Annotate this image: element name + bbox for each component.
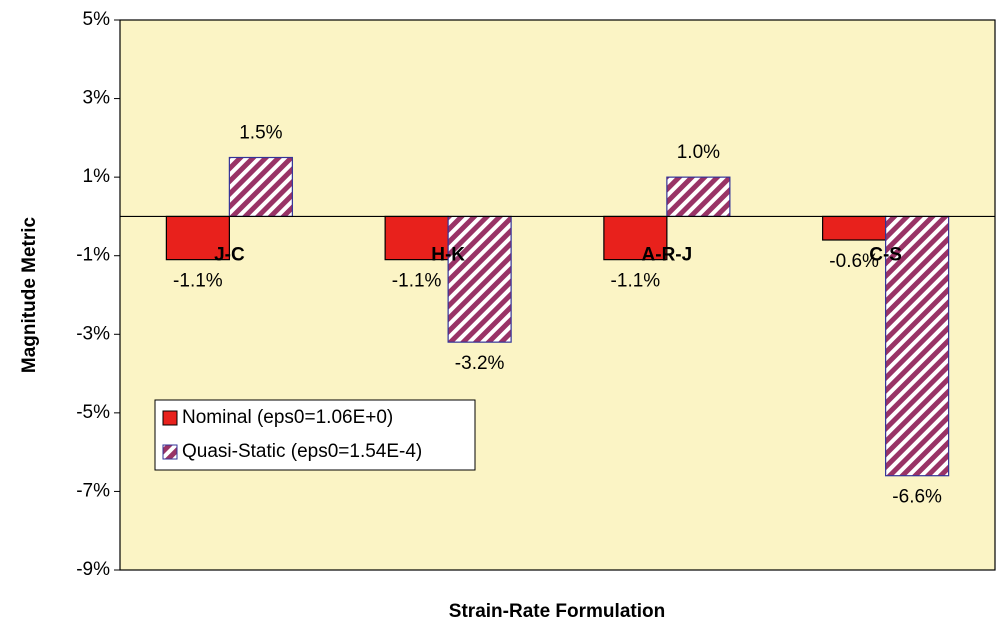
- data-label: -3.2%: [455, 353, 505, 374]
- category-label: C-S: [869, 245, 902, 266]
- bar: [822, 215, 887, 241]
- legend-swatch: [162, 444, 178, 460]
- legend: [154, 399, 476, 471]
- legend-label: Nominal (eps0=1.06E+0): [182, 407, 393, 428]
- bar: [228, 156, 293, 218]
- data-label: 1.0%: [677, 142, 720, 163]
- category-label: J-C: [214, 245, 245, 266]
- bar: [666, 176, 731, 218]
- data-label: -6.6%: [892, 487, 942, 508]
- data-label: -0.6%: [829, 251, 879, 272]
- bar: [885, 215, 950, 477]
- legend-swatch: [162, 410, 178, 426]
- bar: [165, 215, 230, 261]
- legend-label: Quasi-Static (eps0=1.54E-4): [182, 441, 422, 462]
- y-tick-label: -5%: [76, 402, 110, 423]
- data-label: -1.1%: [173, 271, 223, 292]
- bar: [447, 215, 512, 343]
- y-tick-label: 1%: [83, 166, 111, 187]
- y-tick-label: 5%: [83, 9, 111, 30]
- y-tick-label: -9%: [76, 559, 110, 580]
- data-label: 1.5%: [239, 123, 282, 144]
- y-tick-label: 3%: [83, 88, 111, 109]
- x-axis-label: Strain-Rate Formulation: [449, 601, 665, 622]
- category-label: H-K: [431, 245, 465, 266]
- category-label: A-R-J: [642, 245, 693, 266]
- y-tick-label: -7%: [76, 480, 110, 501]
- y-axis-label: Magnitude Metric: [19, 216, 40, 373]
- data-label: -1.1%: [611, 271, 661, 292]
- y-tick-label: -3%: [76, 323, 110, 344]
- data-label: -1.1%: [392, 271, 442, 292]
- y-tick-label: -1%: [76, 245, 110, 266]
- bar: [603, 215, 668, 261]
- bar: [384, 215, 449, 261]
- plot-area: [119, 19, 996, 571]
